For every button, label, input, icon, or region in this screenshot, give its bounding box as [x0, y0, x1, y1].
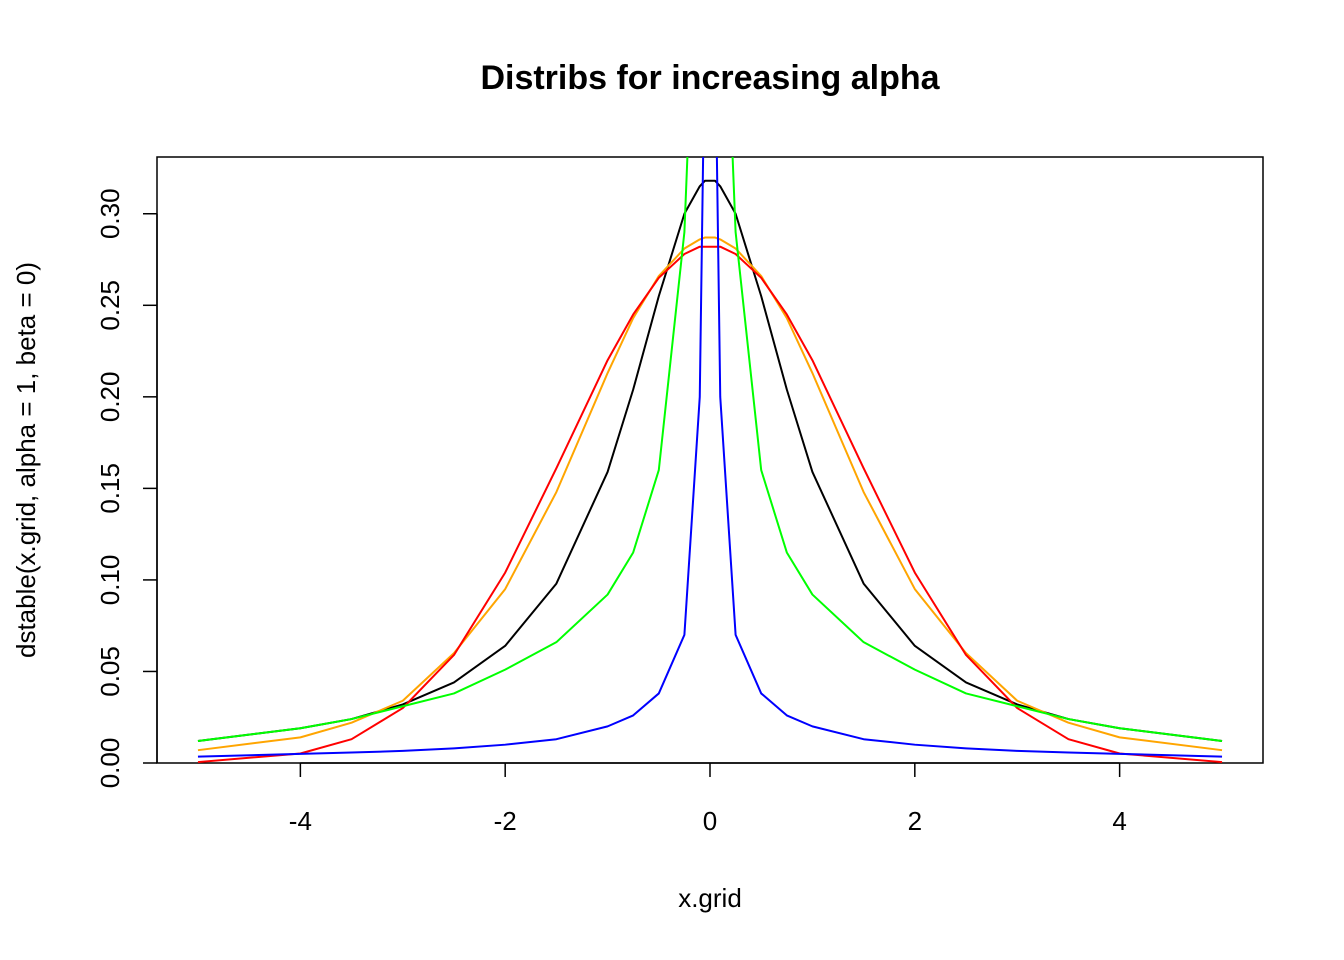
series-line — [197, 236, 1223, 752]
y-tick-label: 0.20 — [95, 372, 125, 423]
series-line — [197, 157, 1223, 743]
y-tick-label: 0.30 — [95, 188, 125, 239]
x-tick-label: 4 — [1112, 806, 1126, 836]
x-tick-label: -2 — [494, 806, 517, 836]
y-axis-title: dstable(x.grid, alpha = 1, beta = 0) — [11, 262, 41, 658]
y-tick-label: 0.15 — [95, 463, 125, 514]
plot-area — [197, 157, 1223, 763]
x-axis-title: x.grid — [678, 883, 742, 913]
y-tick-label: 0.05 — [95, 646, 125, 697]
series-line — [197, 157, 1223, 758]
y-tick-label: 0.00 — [95, 738, 125, 789]
y-tick-label: 0.25 — [95, 280, 125, 331]
x-tick-label: -4 — [289, 806, 312, 836]
series-line — [197, 179, 1223, 743]
series-line — [197, 245, 1223, 763]
y-tick-label: 0.10 — [95, 555, 125, 606]
x-tick-label: 2 — [908, 806, 922, 836]
plot-box — [156, 156, 1264, 764]
chart-title: Distribs for increasing alpha — [480, 59, 940, 97]
x-tick-label: 0 — [703, 806, 717, 836]
